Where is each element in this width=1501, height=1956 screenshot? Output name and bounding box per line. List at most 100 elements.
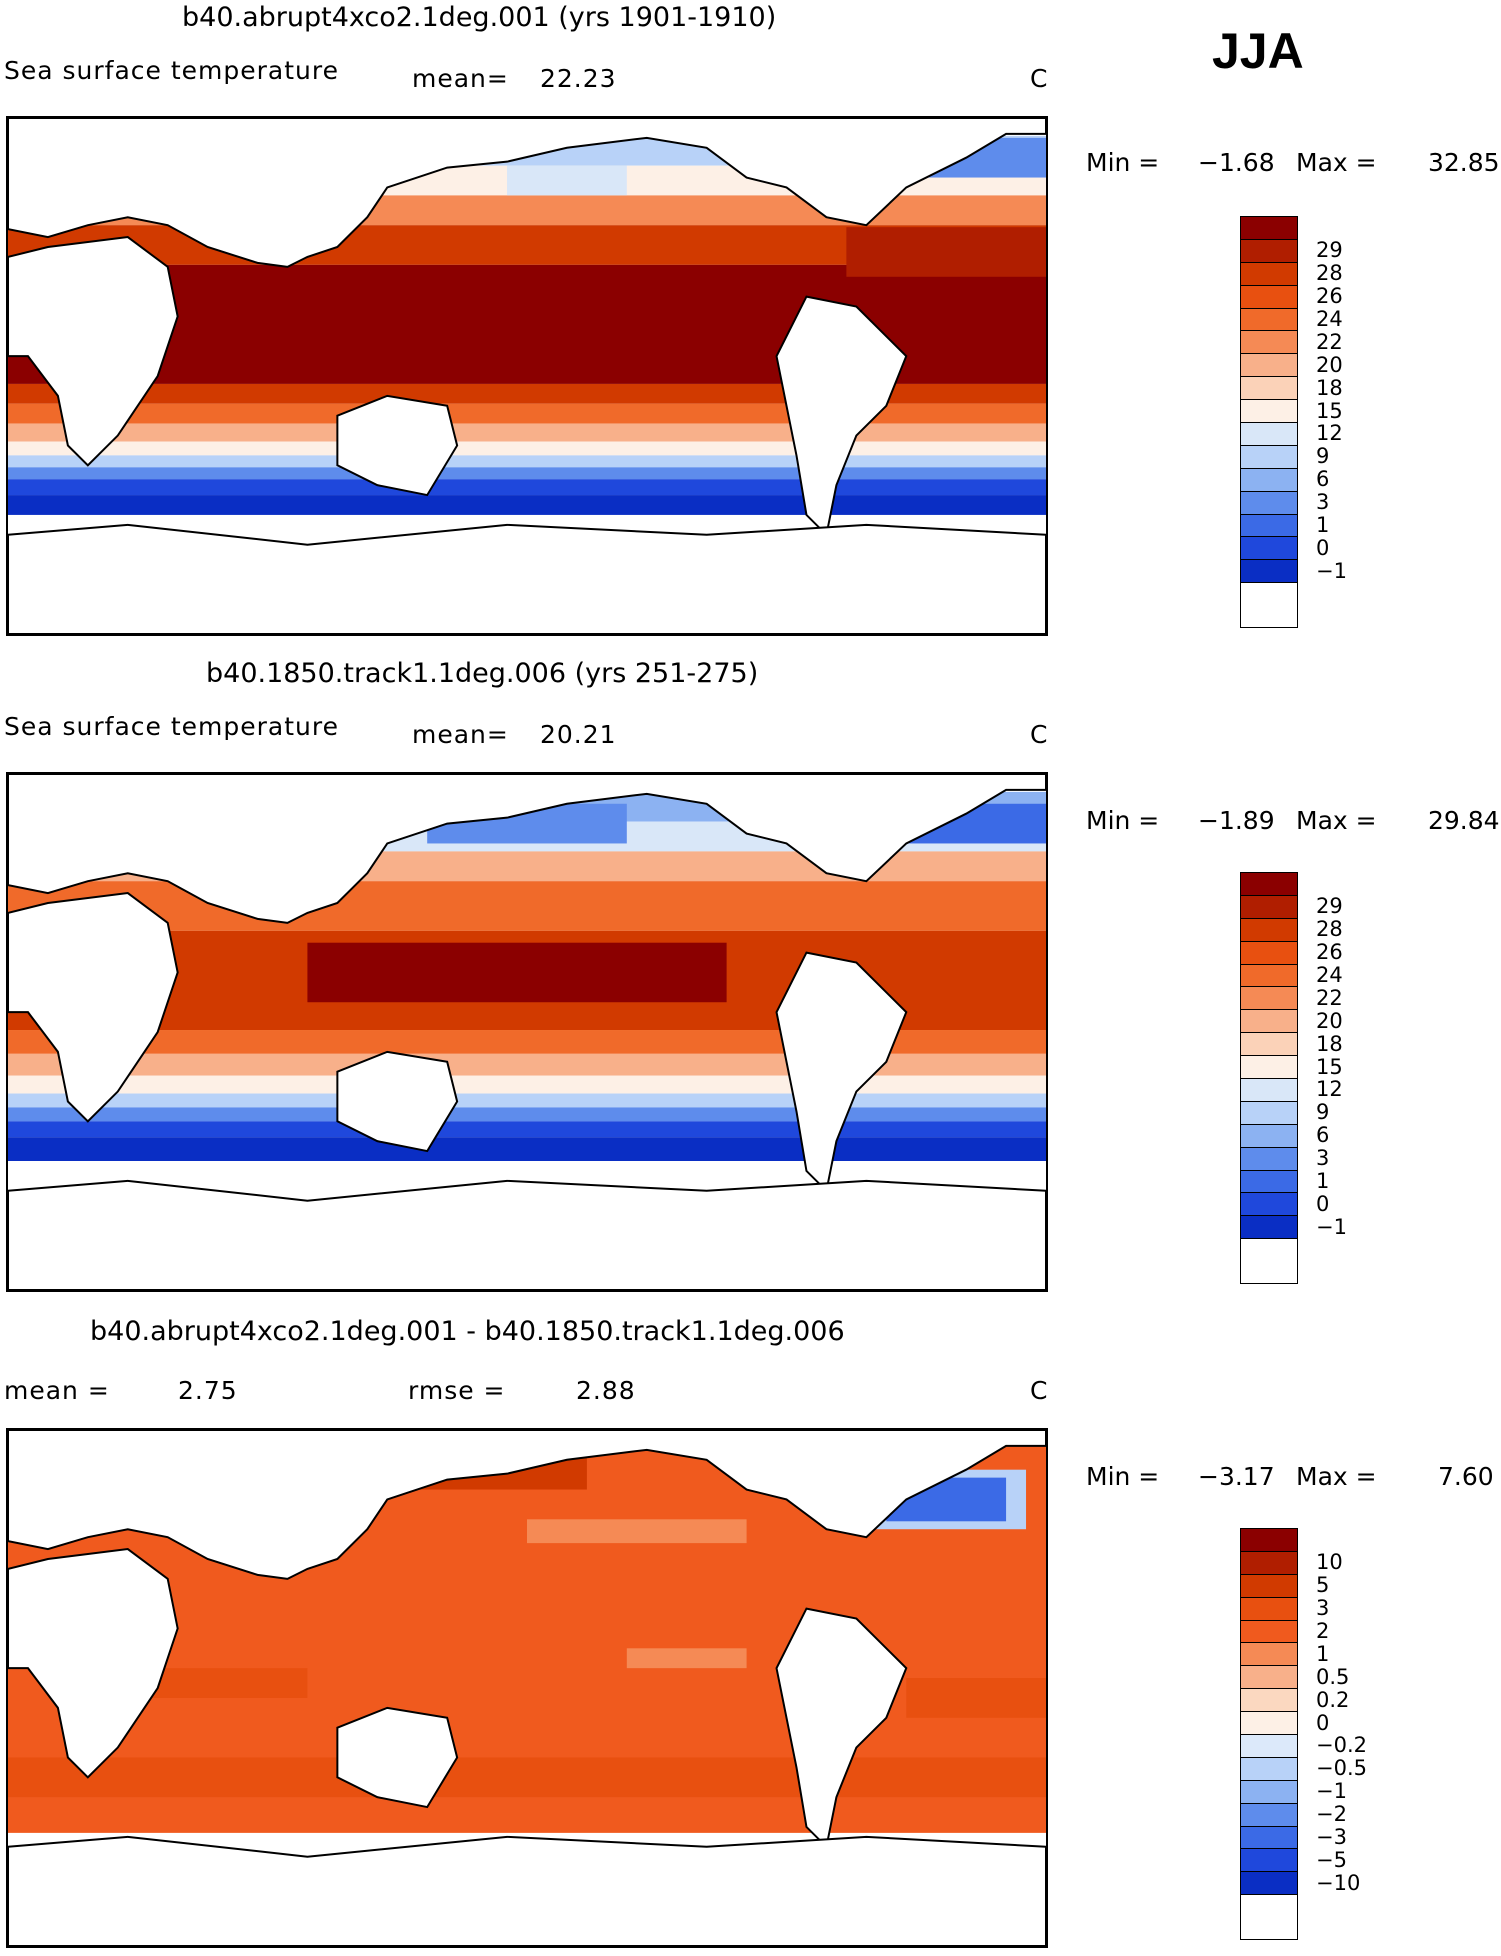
panel3-colorbar-segment xyxy=(1241,1620,1297,1644)
panel3-colorbar-segment xyxy=(1241,1712,1297,1735)
panel1-colorbar-segment xyxy=(1241,331,1297,355)
panel2-colorbar-segment xyxy=(1241,1216,1297,1240)
panel3-colorbar-segment xyxy=(1241,1803,1297,1827)
panel1-colorbar-segment xyxy=(1241,377,1297,401)
panel1-colorbar-segment xyxy=(1241,217,1297,240)
panel2-colorbar-segment xyxy=(1241,1147,1297,1171)
panel2-legend-label: 12 xyxy=(1316,1077,1343,1102)
panel2-colorbar-segment xyxy=(1241,941,1297,965)
panel1-mean-value: 22.23 xyxy=(540,64,617,93)
panel1-colorbar-segment xyxy=(1241,308,1297,332)
panel2-legend-label: 26 xyxy=(1316,940,1343,965)
panel2-legend-label: 20 xyxy=(1316,1008,1343,1033)
panel2-legend-label: 6 xyxy=(1316,1123,1330,1148)
panel2-legend-label: 22 xyxy=(1316,985,1343,1010)
panel2-mean-label: mean= xyxy=(412,720,509,749)
panel2-colorbar-segment xyxy=(1241,1101,1297,1125)
panel2-colorbar-segment xyxy=(1241,1170,1297,1194)
panel3-colorbar-segment xyxy=(1241,1872,1297,1896)
panel2-colorbar-segment xyxy=(1241,873,1297,896)
panel1-legend-label: 1 xyxy=(1316,513,1330,537)
panel3-rmse-label: rmse = xyxy=(408,1376,506,1405)
panel3-legend-label: −0.2 xyxy=(1316,1733,1367,1758)
panel3-colorbar-segment xyxy=(1241,1689,1297,1713)
panel3-legend-label: 10 xyxy=(1316,1550,1343,1575)
panel2-legend-label: 18 xyxy=(1316,1031,1343,1056)
panel2-legend-label: 1 xyxy=(1316,1169,1330,1193)
panel3-mean-label: mean = xyxy=(4,1376,110,1405)
panel1-min-label: Min = xyxy=(1086,148,1160,177)
panel2-legend-label: 3 xyxy=(1316,1146,1330,1171)
panel1-colorbar-segment xyxy=(1241,537,1297,561)
panel3-colorbar-segment xyxy=(1241,1529,1297,1552)
panel1-colorbar-segment xyxy=(1241,262,1297,286)
panel1-mean-label: mean= xyxy=(412,64,509,93)
panel2-colorbar-segment xyxy=(1241,1033,1297,1057)
panel3-title: b40.abrupt4xco2.1deg.001 - b40.1850.trac… xyxy=(90,1316,845,1347)
panel2-colorbar-segment xyxy=(1241,1056,1297,1079)
panel2-min-value: −1.89 xyxy=(1198,806,1275,835)
panel3-legend-label: −3 xyxy=(1316,1825,1347,1849)
panel3-max-label: Max = xyxy=(1296,1462,1377,1491)
panel3-min-label: Min = xyxy=(1086,1462,1160,1491)
panel3-colorbar-segment xyxy=(1241,1780,1297,1804)
panel1-legend-label: 12 xyxy=(1316,421,1343,446)
panel3-rmse-value: 2.88 xyxy=(576,1376,636,1405)
panel3-colorbar-segment xyxy=(1241,1757,1297,1781)
panel2-mean-value: 20.21 xyxy=(540,720,617,749)
panel3-difference-map xyxy=(6,1428,1048,1948)
panel1-colorbar-segment xyxy=(1241,354,1297,378)
panel3-colorbar xyxy=(1240,1528,1298,1940)
panel3-max-value: 7.60 xyxy=(1438,1462,1494,1491)
panel2-max-label: Max = xyxy=(1296,806,1377,835)
panel2-legend-label: 15 xyxy=(1316,1054,1343,1079)
panel3-legend-label: −2 xyxy=(1316,1802,1347,1827)
panel3-colorbar-segment xyxy=(1241,1735,1297,1758)
panel3-colorbar-segment xyxy=(1241,1597,1297,1621)
panel3-legend-label: −0.5 xyxy=(1316,1756,1367,1781)
panel3-colorbar-segment xyxy=(1241,1551,1297,1575)
panel1-legend-label: 0 xyxy=(1316,535,1330,560)
panel1-legend-label: 26 xyxy=(1316,284,1343,309)
panel1-max-label: Max = xyxy=(1296,148,1377,177)
panel1-max-value: 32.85 xyxy=(1428,148,1500,177)
panel1-legend-label: 20 xyxy=(1316,352,1343,377)
panel2-title: b40.1850.track1.1deg.006 (yrs 251-275) xyxy=(206,658,759,689)
panel1-legend-label: 6 xyxy=(1316,467,1330,492)
panel3-legend-label: 3 xyxy=(1316,1596,1330,1621)
panel2-sst-map xyxy=(6,772,1048,1292)
panel1-colorbar xyxy=(1240,216,1298,628)
panel3-legend-label: 0.2 xyxy=(1316,1687,1350,1712)
panel1-title: b40.abrupt4xco2.1deg.001 (yrs 1901-1910) xyxy=(182,2,777,33)
season-label: JJA xyxy=(1212,23,1304,79)
panel2-colorbar-segment xyxy=(1241,895,1297,919)
panel3-legend-label: −1 xyxy=(1316,1779,1347,1804)
panel3-legend-label: −5 xyxy=(1316,1847,1347,1872)
panel3-legend-label: −10 xyxy=(1316,1870,1361,1895)
panel3-colorbar-segment xyxy=(1241,1849,1297,1873)
panel1-units: C xyxy=(1030,64,1049,93)
panel2-min-label: Min = xyxy=(1086,806,1160,835)
panel2-colorbar-segment xyxy=(1241,964,1297,988)
panel1-sst-map xyxy=(6,116,1048,636)
panel2-colorbar-segment xyxy=(1241,1010,1297,1034)
panel1-colorbar-segment xyxy=(1241,423,1297,446)
panel2-colorbar-segment xyxy=(1241,1124,1297,1148)
panel1-legend-label: 15 xyxy=(1316,398,1343,423)
panel1-legend-label: −1 xyxy=(1316,558,1347,583)
panel2-legend-label: 28 xyxy=(1316,917,1343,942)
panel2-legend-label: 0 xyxy=(1316,1191,1330,1216)
panel2-max-value: 29.84 xyxy=(1428,806,1500,835)
panel1-legend-label: 18 xyxy=(1316,375,1343,400)
panel3-legend-label: 0 xyxy=(1316,1710,1330,1735)
panel1-min-value: −1.68 xyxy=(1198,148,1275,177)
panel2-legend-label: −1 xyxy=(1316,1214,1347,1239)
panel3-legend-label: 5 xyxy=(1316,1573,1330,1598)
panel2-units: C xyxy=(1030,720,1049,749)
panel2-legend-label: 9 xyxy=(1316,1100,1330,1125)
panel2-colorbar xyxy=(1240,872,1298,1284)
panel3-mean-value: 2.75 xyxy=(178,1376,238,1405)
panel3-colorbar-segment xyxy=(1241,1666,1297,1690)
panel1-legend-label: 22 xyxy=(1316,329,1343,354)
panel1-colorbar-segment xyxy=(1241,400,1297,423)
